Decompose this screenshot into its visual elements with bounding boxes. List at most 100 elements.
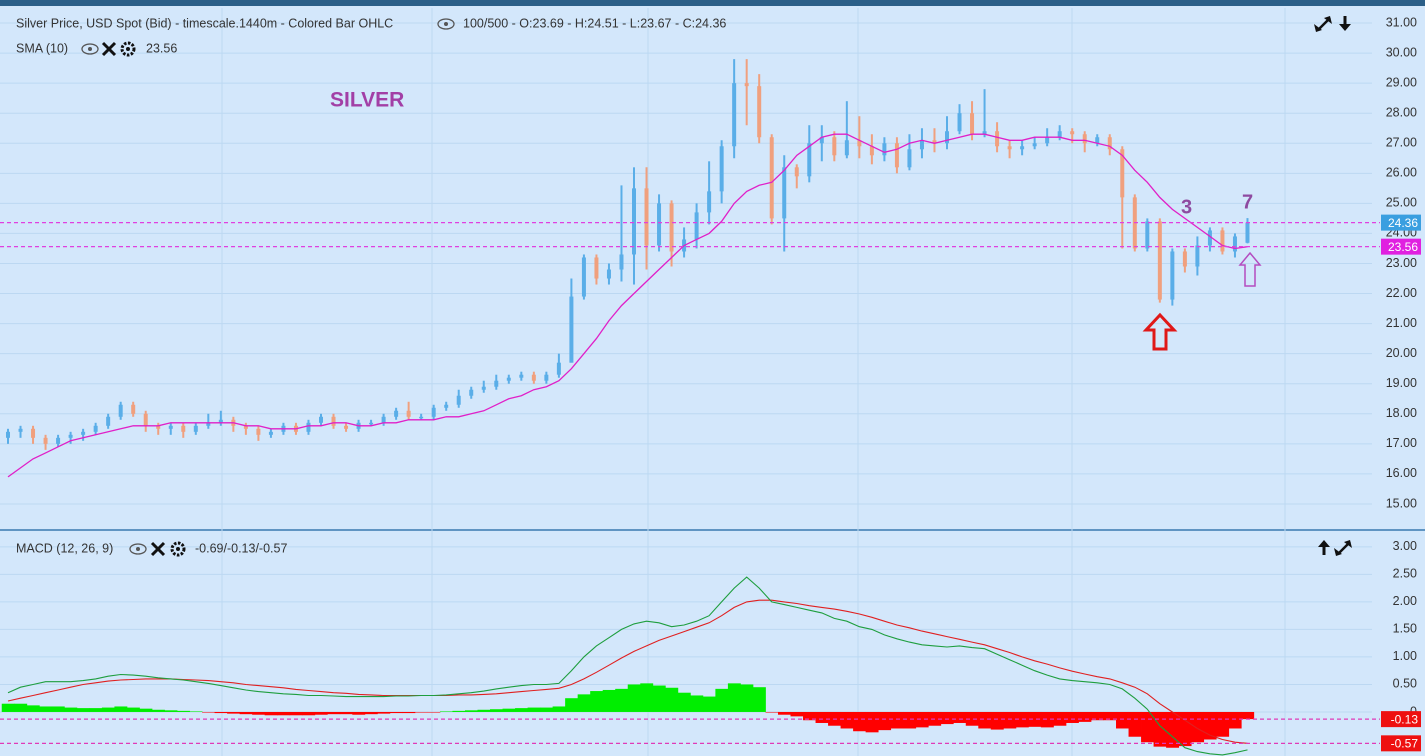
up-arrow: [1142, 312, 1178, 351]
y-tick-label: 15.00: [1386, 496, 1417, 510]
ohlc-body: [18, 428, 23, 432]
eye-icon[interactable]: [81, 43, 99, 55]
ohlc-body: [81, 431, 86, 435]
y-tick-label: 18.00: [1386, 406, 1417, 420]
y-tick-label: 26.00: [1386, 166, 1417, 180]
marks-layer: [0, 59, 1380, 756]
histogram-bar: [239, 711, 253, 715]
histogram-bar: [202, 711, 215, 713]
histogram-bar: [803, 711, 816, 721]
ohlc-body: [1182, 251, 1187, 267]
ohlc-body: [1007, 146, 1012, 150]
ohlc-body: [394, 410, 399, 417]
histogram-bar: [252, 711, 266, 715]
histogram-bar: [189, 711, 203, 712]
histogram-bar: [314, 711, 328, 715]
settings-icon[interactable]: [120, 41, 136, 57]
y-tick-label: 27.00: [1386, 136, 1417, 150]
histogram-bar: [26, 705, 40, 712]
y-tick-label: 2.50: [1393, 567, 1417, 581]
ohlc-body: [306, 422, 311, 432]
histogram-bar: [64, 707, 78, 712]
ohlc-body: [882, 143, 887, 156]
histogram-bar: [289, 711, 303, 716]
ohlc-body: [844, 140, 849, 156]
histogram-bar: [89, 708, 103, 712]
level-label: 24.36: [1388, 216, 1418, 230]
histogram-bar: [352, 711, 366, 715]
ohlc-body: [206, 422, 211, 426]
move-down-icon[interactable]: [1339, 16, 1351, 31]
ohlc-body: [168, 425, 173, 429]
ohlc-body: [118, 404, 123, 417]
histogram-bar: [502, 708, 516, 712]
histogram-bar: [915, 711, 929, 728]
histogram-bar: [389, 711, 403, 714]
histogram-bar: [427, 711, 441, 713]
histogram-bar: [402, 711, 416, 714]
remove-icon[interactable]: [150, 541, 166, 557]
histogram-bar: [452, 710, 466, 712]
ohlc-body: [519, 374, 524, 378]
ohlc-body: [1157, 221, 1162, 300]
ohlc-body: [1107, 137, 1112, 150]
y-tick-label: 1.50: [1393, 622, 1417, 636]
ohlc-body: [419, 416, 424, 419]
histogram-bar: [615, 688, 629, 712]
y-tick-label: 16.00: [1386, 466, 1417, 480]
ohlc-body: [894, 143, 899, 168]
histogram-bar: [953, 711, 967, 723]
settings-icon[interactable]: [170, 541, 186, 557]
histogram-bar: [840, 711, 854, 729]
ohlc-body: [431, 407, 436, 417]
ohlc-body: [444, 404, 449, 408]
ohlc-body: [181, 425, 186, 432]
histogram-bar: [339, 711, 353, 715]
histogram-bar: [1078, 711, 1092, 722]
histogram-bar: [1103, 711, 1117, 721]
ohlc-body: [732, 83, 737, 147]
remove-icon[interactable]: [101, 41, 117, 57]
ohlc-body: [619, 254, 624, 270]
ohlc-body: [606, 269, 611, 279]
ohlc-body: [143, 413, 148, 426]
ohlc-body: [406, 410, 411, 417]
ohlc-body: [970, 113, 975, 135]
ohlc-body: [744, 83, 749, 87]
ohlc-body: [1057, 131, 1062, 138]
histogram-bar: [1065, 711, 1079, 723]
level-label: -0.13: [1391, 712, 1419, 726]
eye-icon[interactable]: [437, 18, 455, 30]
ohlc-body: [56, 437, 61, 444]
histogram-bar: [76, 708, 90, 712]
ohlc-body: [694, 212, 699, 240]
histogram-bar: [364, 711, 378, 715]
ohlc-body: [869, 146, 874, 156]
expand-icon[interactable]: [1314, 16, 1332, 32]
level-badge: [1381, 214, 1421, 231]
ohlc-body: [193, 425, 198, 432]
histogram-bar: [1153, 711, 1167, 747]
histogram-bar: [101, 707, 115, 712]
histogram-bar: [777, 711, 791, 715]
histogram-bar: [114, 706, 128, 712]
indicator-line: [7, 576, 1248, 756]
level-label: -0.57: [1391, 737, 1419, 751]
eye-icon[interactable]: [129, 543, 147, 555]
y-tick-label: 2.00: [1393, 594, 1417, 608]
ohlc-body: [1145, 221, 1150, 249]
ohlc-body: [1045, 137, 1050, 144]
ohlc-body: [945, 131, 949, 144]
histogram-bar: [277, 711, 291, 716]
y-tick-label: 30.00: [1386, 45, 1417, 59]
annotation-text: SILVER: [330, 89, 404, 112]
histogram-bar: [414, 711, 428, 713]
ohlc-body: [1245, 222, 1250, 243]
ohlc-body: [1195, 245, 1200, 267]
move-up-icon[interactable]: [1318, 540, 1330, 555]
ohlc-body: [93, 425, 98, 432]
expand-icon[interactable]: [1334, 540, 1352, 556]
histogram-bar: [39, 706, 53, 712]
histogram-bar: [640, 683, 654, 712]
histogram-bar: [965, 711, 979, 726]
